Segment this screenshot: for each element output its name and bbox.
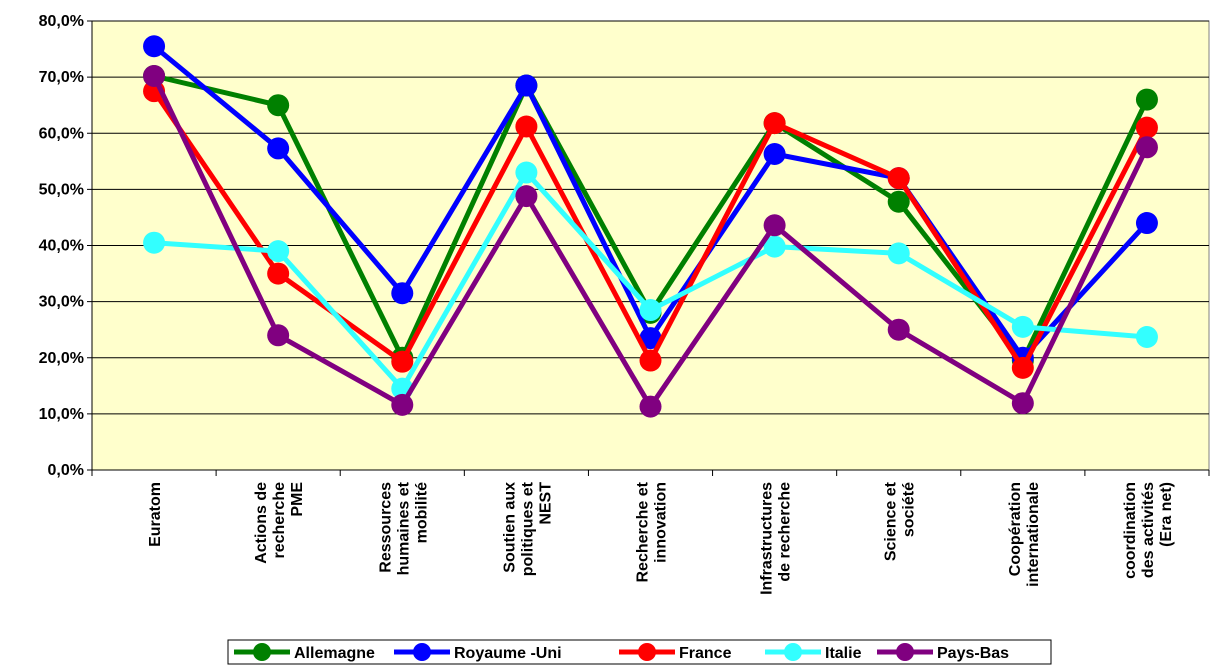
data-point <box>1135 88 1158 111</box>
legend-item: Allemagne <box>234 643 375 662</box>
data-point <box>1135 212 1158 235</box>
data-point <box>267 240 290 263</box>
x-axis-ticks: Euratom Actions de recherche PME Ressources h… <box>147 481 1175 595</box>
legend-label: Pays-Bas <box>937 645 1009 662</box>
data-point <box>391 350 414 373</box>
x-tick-label-line: Infrastructures <box>759 482 776 595</box>
x-tick-label-line: internationale <box>1025 482 1042 587</box>
data-point <box>639 327 662 350</box>
data-point <box>1011 392 1034 415</box>
data-point <box>515 74 538 97</box>
legend-marker <box>896 643 914 661</box>
x-tick-label-line: des activités <box>1140 482 1157 578</box>
y-tick-label: 40,0% <box>39 238 84 255</box>
data-point <box>267 94 290 117</box>
y-tick-label: 20,0% <box>39 350 84 367</box>
x-tick-label-line: de recherche <box>777 482 794 582</box>
legend-item: Royaume -Uni <box>394 643 562 662</box>
x-tick-label: Ressources humaines et mobilité <box>377 481 430 575</box>
x-tick-label-line: NEST <box>537 482 554 525</box>
x-tick-label-line: PME <box>289 482 306 517</box>
legend-item: Italie <box>765 643 862 662</box>
data-point <box>763 214 786 237</box>
series-italie <box>143 161 1158 400</box>
data-point <box>887 190 910 213</box>
x-tick-label-line: politiques et <box>519 481 536 576</box>
series-lines <box>143 35 1158 418</box>
x-tick-label-line: Recherche et <box>635 481 652 582</box>
data-point <box>515 115 538 138</box>
legend-marker <box>413 643 431 661</box>
y-tick-label: 0,0% <box>48 462 84 479</box>
data-point <box>1135 116 1158 139</box>
legend-label: Italie <box>825 645 862 662</box>
series-pays-bas <box>143 65 1158 418</box>
x-tick-label-line: Actions de <box>253 482 270 564</box>
x-tick-label: Actions de recherche PME <box>253 482 306 564</box>
x-tick-label-line: innovation <box>653 482 670 563</box>
x-tick-label: Soutien aux politiques et NEST <box>501 481 554 576</box>
x-tick-label-line: Coopération <box>1007 482 1024 576</box>
data-point <box>1011 356 1034 379</box>
x-tick-label: Coopération internationale <box>1007 482 1042 587</box>
data-point <box>391 282 414 305</box>
x-tick-label-line: recherche <box>271 482 288 559</box>
y-tick-label: 30,0% <box>39 294 84 311</box>
y-tick-label: 80,0% <box>39 13 84 30</box>
data-point <box>1011 315 1034 338</box>
data-point <box>1135 136 1158 159</box>
x-tick-label-line: coordination <box>1122 482 1139 579</box>
data-point <box>763 235 786 258</box>
data-point <box>515 185 538 208</box>
data-point <box>1135 325 1158 348</box>
data-point <box>143 231 166 254</box>
data-point <box>639 349 662 372</box>
x-tick-label-line: Euratom <box>147 482 164 547</box>
data-point <box>267 137 290 160</box>
x-tick-label-line: mobilité <box>413 482 430 543</box>
data-point <box>515 161 538 184</box>
data-point <box>143 35 166 58</box>
legend-label: Allemagne <box>294 645 375 662</box>
legend-label: Royaume -Uni <box>454 645 562 662</box>
x-tick-label-line: société <box>901 482 918 537</box>
y-axis-ticks: 0,0% 10,0% 20,0% 30,0% 40,0% 50,0% 60,0% 70,0% 8… <box>39 13 84 479</box>
data-point <box>143 65 166 88</box>
data-point <box>887 318 910 341</box>
legend-label: France <box>679 645 732 662</box>
data-point <box>267 262 290 285</box>
y-tick-label: 60,0% <box>39 125 84 142</box>
x-tick-label: Science et société <box>883 481 918 561</box>
legend-item: France <box>619 643 732 662</box>
data-point <box>267 324 290 347</box>
data-point <box>639 395 662 418</box>
y-tick-label: 70,0% <box>39 69 84 86</box>
legend: Allemagne Royaume -Uni France Italie Pays-Ba… <box>227 639 1052 665</box>
data-point <box>391 393 414 416</box>
legend-item: Pays-Bas <box>877 643 1009 662</box>
x-tick-label-line: Science et <box>883 481 900 561</box>
data-point <box>639 299 662 322</box>
x-tick-label-line: Soutien aux <box>501 482 518 573</box>
y-tick-label: 50,0% <box>39 181 84 198</box>
x-tick-label: Euratom <box>147 482 164 547</box>
data-point <box>763 143 786 166</box>
x-tick-label-line: humaines et <box>395 481 412 575</box>
y-tick-label: 10,0% <box>39 406 84 423</box>
x-tick-label: coordination des activités (Era net) <box>1122 482 1175 579</box>
data-point <box>763 112 786 135</box>
x-tick-label: Infrastructures de recherche <box>759 482 794 595</box>
legend-marker <box>638 643 656 661</box>
x-tick-label-line: Ressources <box>377 482 394 573</box>
x-tick-label: Recherche et innovation <box>635 481 670 582</box>
x-tick-label-line: (Era net) <box>1158 482 1175 547</box>
legend-marker <box>784 643 802 661</box>
axes <box>87 20 1210 476</box>
data-point <box>887 242 910 265</box>
legend-marker <box>253 643 271 661</box>
data-point <box>887 167 910 190</box>
